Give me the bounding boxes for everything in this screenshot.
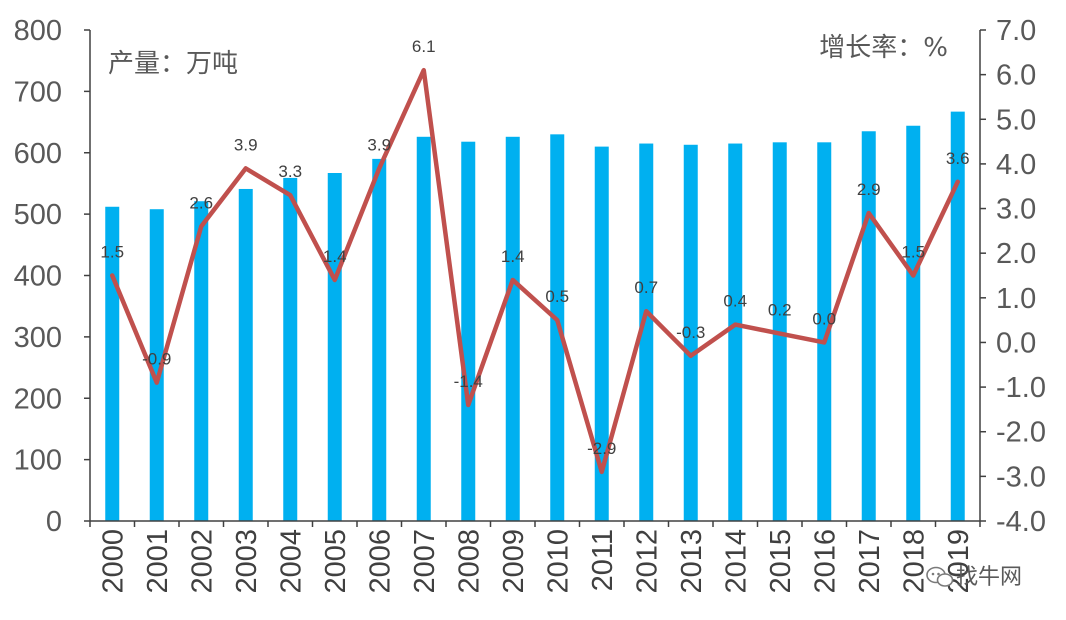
right-axis-ticks: -4.0 -3.0 -2.0 -1.0 0.0 1.0 2.0 3.0 4.0 5.0 6.0 7.0 (980, 15, 1046, 538)
right-tick-label: 1.0 (996, 283, 1036, 315)
bar-2007 (416, 136, 431, 522)
x-axis-ticks: 2000 2001 2002 2003 2004 2005 2006 2007 2008 2009… (89, 521, 981, 594)
left-tick-label: 600 (14, 138, 62, 170)
bar-2012 (639, 143, 654, 521)
bar-2011 (594, 146, 609, 522)
right-tick-label: -3.0 (996, 461, 1046, 493)
x-tick-label: 2003 (231, 529, 263, 594)
data-label-2015: 0.2 (768, 301, 792, 320)
left-tick-label: 0 (46, 506, 62, 538)
growth-rate-line (110, 67, 960, 475)
x-tick-label: 2010 (542, 529, 574, 594)
left-tick-label: 700 (14, 76, 62, 108)
right-tick-label: -1.0 (996, 372, 1046, 404)
data-label-2011: -2.9 (587, 439, 616, 458)
bar-2003 (238, 188, 253, 521)
left-axis-unit-label: 产量：万吨 (108, 49, 238, 79)
data-label-2001: -0.9 (142, 350, 171, 369)
x-tick-label: 2016 (809, 529, 841, 594)
x-tick-label: 2007 (409, 529, 441, 594)
right-axis-unit-label: 增长率：% (819, 33, 948, 63)
watermark: 找牛网 (926, 565, 1022, 590)
data-label-2005: 1.4 (323, 247, 347, 266)
x-tick-label: 2014 (720, 529, 752, 594)
data-label-2012: 0.7 (634, 278, 658, 297)
bar-2004 (283, 177, 298, 521)
right-tick-label: 2.0 (996, 238, 1036, 270)
x-tick-label: 2000 (97, 529, 129, 594)
data-label-2007: 6.1 (412, 37, 436, 56)
x-tick-label: 2002 (186, 529, 218, 594)
left-tick-label: 400 (14, 261, 62, 293)
left-tick-label: 300 (14, 322, 62, 354)
bar-2001 (149, 209, 164, 521)
right-tick-label: 3.0 (996, 194, 1036, 226)
data-label-2006: 3.9 (367, 135, 391, 154)
data-label-2019: 3.6 (946, 149, 970, 168)
bar-2014 (728, 143, 743, 521)
x-tick-label: 2015 (765, 529, 797, 594)
x-tick-label: 2004 (275, 529, 307, 594)
right-tick-label: -2.0 (996, 417, 1046, 449)
x-tick-label: 2006 (364, 529, 396, 594)
bar-2018 (906, 125, 921, 522)
bar-2013 (683, 144, 698, 522)
data-label-2000: 1.5 (100, 243, 124, 262)
x-tick-label: 2005 (320, 529, 352, 594)
left-tick-label: 100 (14, 445, 62, 477)
data-label-2003: 3.9 (234, 135, 258, 154)
data-label-2018: 1.5 (901, 243, 925, 262)
bar-2016 (817, 142, 832, 521)
bar-2019 (950, 111, 965, 521)
right-tick-label: 0.0 (996, 327, 1036, 359)
data-label-2004: 3.3 (278, 162, 302, 181)
left-axis-ticks: 0 100 200 300 400 500 600 700 800 (14, 15, 90, 538)
x-tick-label: 2008 (453, 529, 485, 594)
bar-2002 (194, 201, 209, 521)
growth-rate-data-labels: 1.5 -0.9 2.6 3.9 3.3 1.4 3.9 6.1 -1.4 1.4 0.5 -2.9 0… (100, 37, 969, 458)
right-tick-label: 7.0 (996, 15, 1036, 47)
bar-2009 (505, 136, 520, 522)
x-tick-label: 2018 (898, 529, 930, 594)
data-label-2010: 0.5 (545, 287, 569, 306)
right-tick-label: 6.0 (996, 60, 1036, 92)
data-label-2017: 2.9 (857, 180, 881, 199)
x-tick-label: 2001 (142, 529, 174, 594)
bar-2008 (461, 141, 476, 521)
data-label-2008: -1.4 (454, 372, 483, 391)
right-tick-label: 5.0 (996, 104, 1036, 136)
x-tick-label: 2011 (587, 529, 619, 591)
watermark-text: 找牛网 (956, 565, 1022, 590)
data-label-2009: 1.4 (501, 247, 525, 266)
x-tick-label: 2009 (498, 529, 530, 594)
x-tick-label: 2013 (676, 529, 708, 594)
x-tick-label: 2017 (854, 529, 886, 594)
x-tick-label: 2012 (631, 529, 663, 594)
bar-2005 (327, 173, 342, 521)
left-tick-label: 200 (14, 383, 62, 415)
right-tick-label: -4.0 (996, 506, 1046, 538)
bar-2006 (372, 158, 387, 521)
data-label-2013: -0.3 (676, 323, 705, 342)
data-label-2016: 0.0 (812, 309, 836, 328)
left-tick-label: 800 (14, 15, 62, 47)
left-tick-label: 500 (14, 199, 62, 231)
data-label-2014: 0.4 (723, 292, 747, 311)
right-tick-label: 4.0 (996, 149, 1036, 181)
growth-rate-series (110, 67, 960, 475)
data-label-2002: 2.6 (189, 193, 213, 212)
wechat-icon (926, 566, 954, 587)
